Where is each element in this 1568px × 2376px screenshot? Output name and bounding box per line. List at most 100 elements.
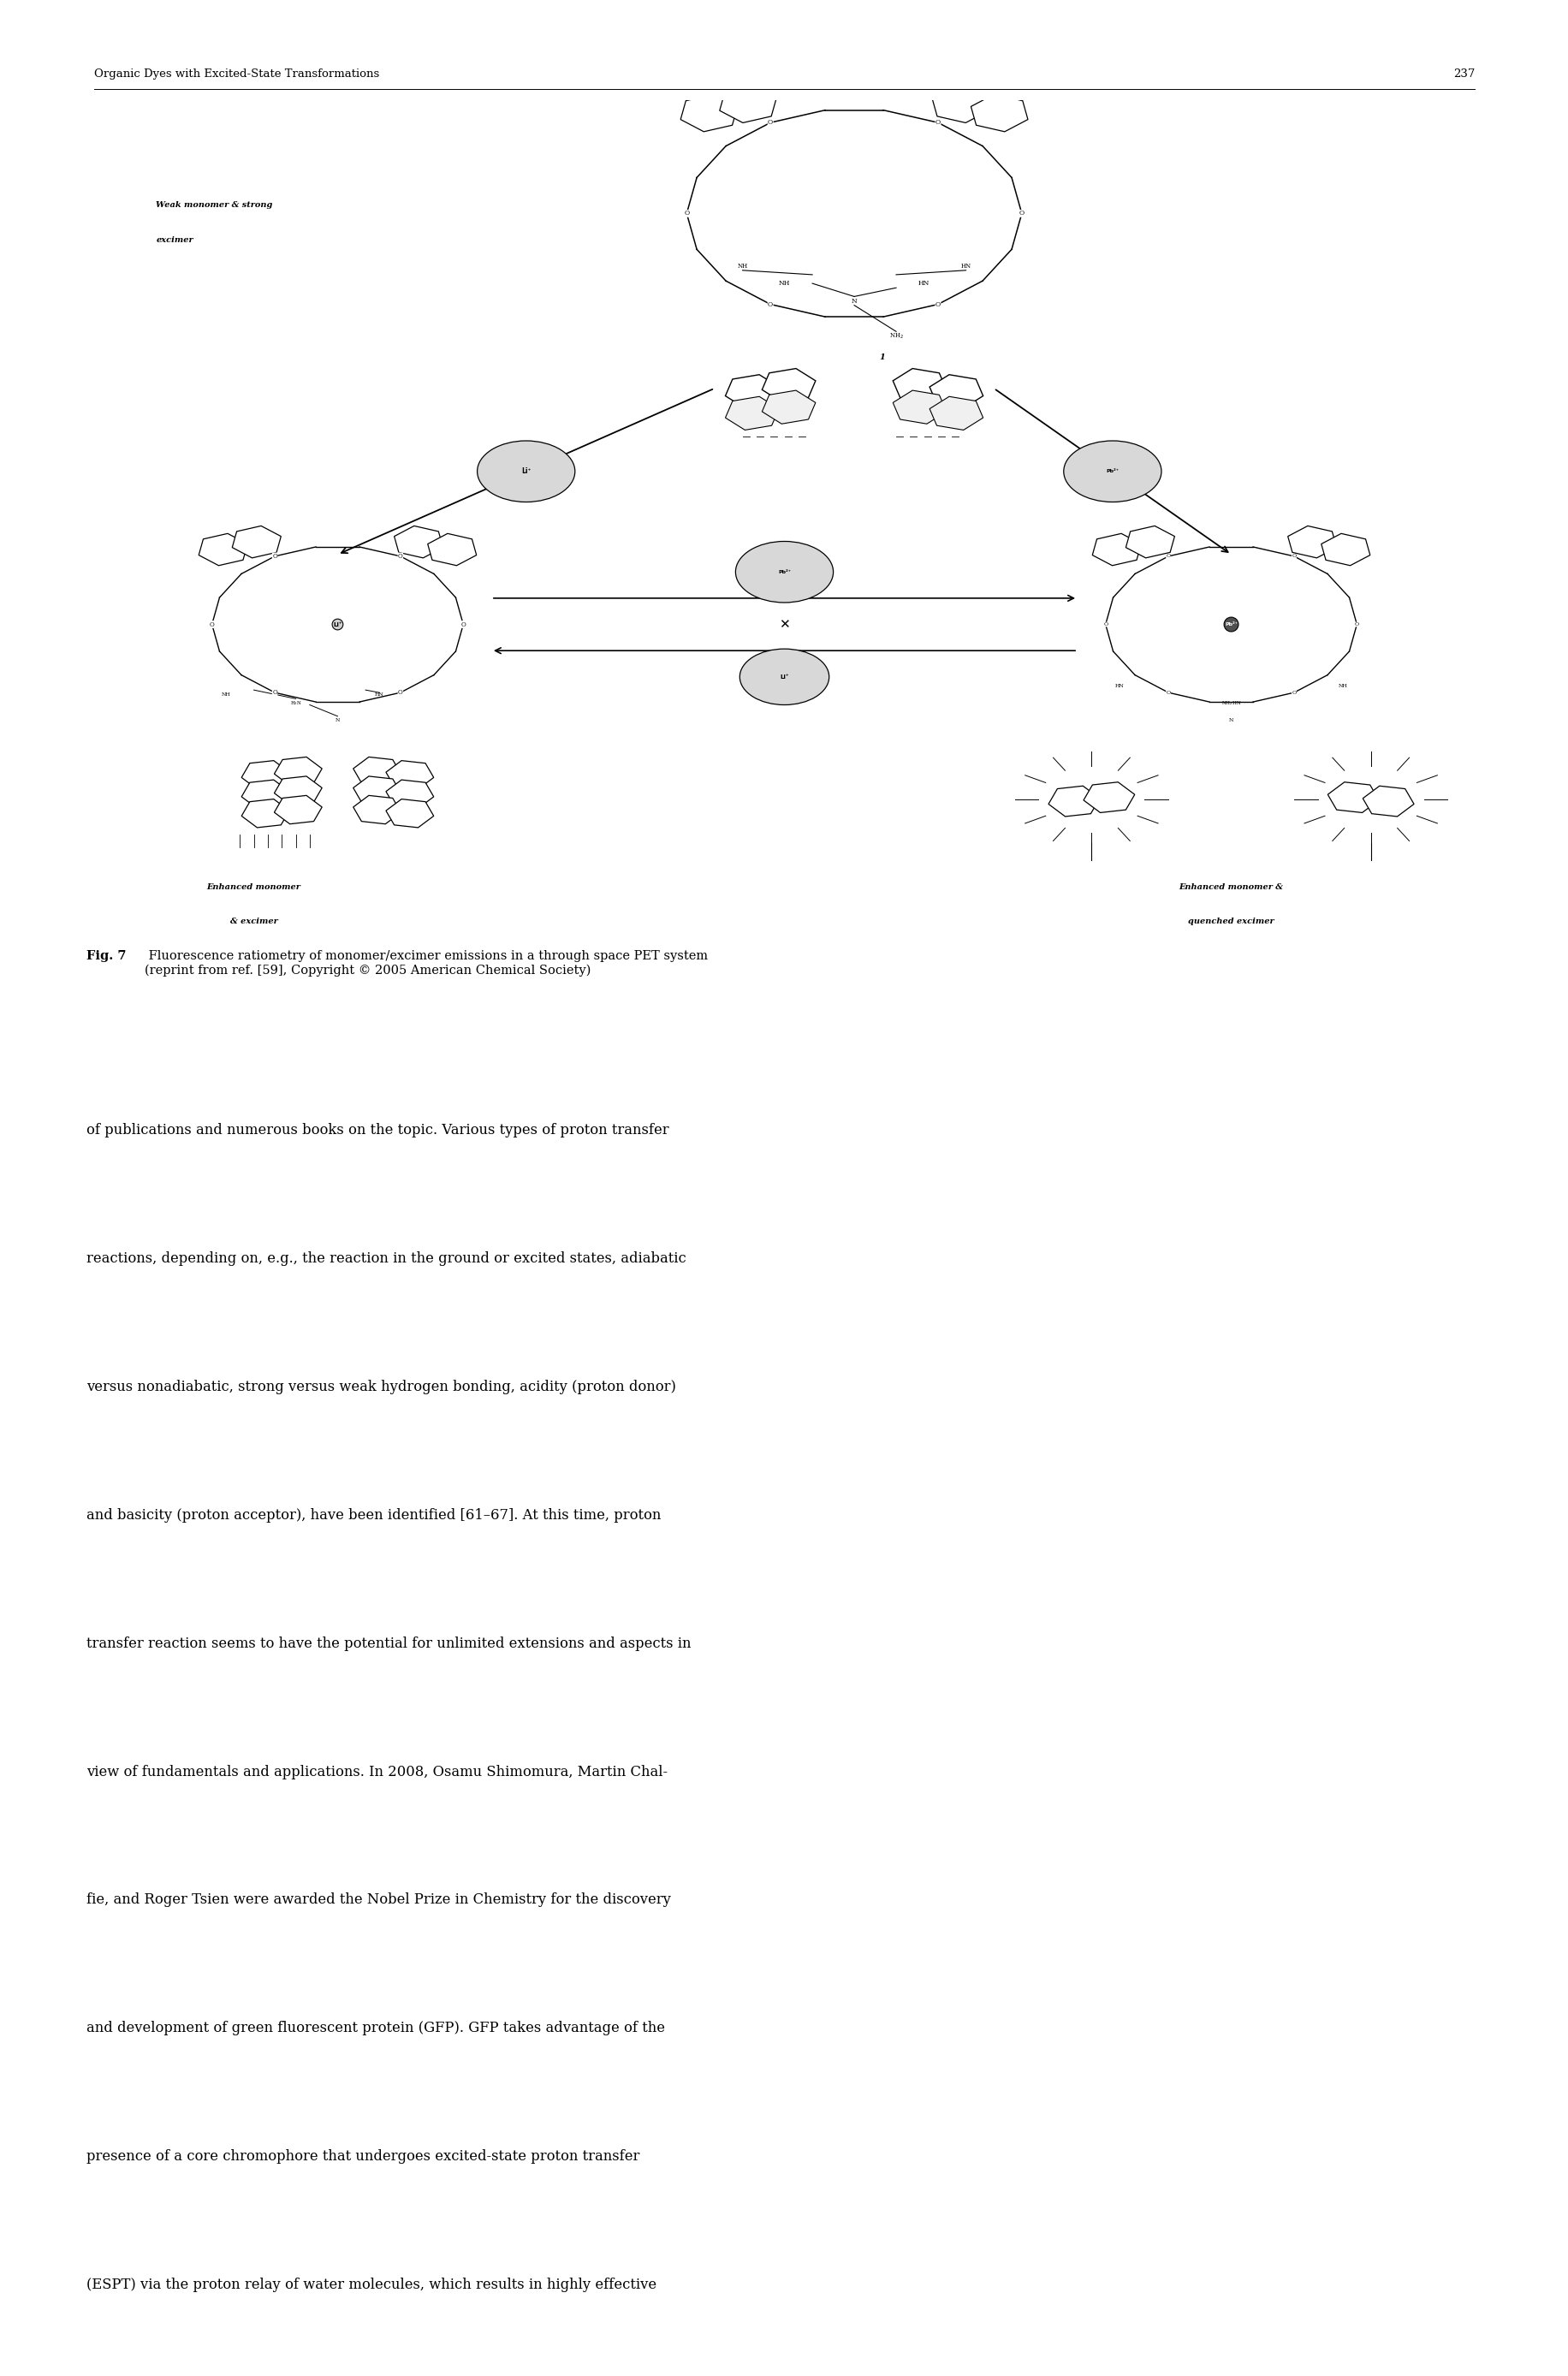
- Text: O: O: [767, 302, 773, 309]
- Text: NH: NH: [778, 280, 790, 287]
- Text: Li⁺: Li⁺: [779, 675, 789, 680]
- Polygon shape: [681, 95, 737, 131]
- Polygon shape: [1047, 786, 1099, 817]
- Polygon shape: [1320, 535, 1369, 565]
- Text: & excimer: & excimer: [230, 917, 278, 927]
- Text: O: O: [273, 554, 278, 561]
- Text: Li⁺: Li⁺: [332, 623, 342, 627]
- Text: H$_2$N: H$_2$N: [290, 699, 301, 708]
- Text: O: O: [1102, 623, 1107, 627]
- Text: view of fundamentals and applications. In 2008, Osamu Shimomura, Martin Chal-: view of fundamentals and applications. I…: [86, 1765, 666, 1780]
- Polygon shape: [274, 758, 321, 786]
- Text: O: O: [461, 620, 466, 627]
- Polygon shape: [724, 375, 778, 409]
- Text: Weak monomer & strong: Weak monomer & strong: [155, 202, 273, 209]
- Polygon shape: [232, 525, 281, 558]
- Text: NH: NH: [221, 691, 230, 696]
- Text: O: O: [1019, 209, 1024, 216]
- Text: NH: NH: [737, 261, 748, 268]
- Circle shape: [735, 542, 833, 604]
- Text: NH$_2$: NH$_2$: [889, 333, 903, 340]
- Text: O: O: [1290, 554, 1295, 558]
- Polygon shape: [353, 777, 401, 805]
- Text: presence of a core chromophore that undergoes excited-state proton transfer: presence of a core chromophore that unde…: [86, 2150, 640, 2165]
- Text: O: O: [935, 302, 941, 309]
- Polygon shape: [241, 798, 289, 827]
- Text: Fig. 7: Fig. 7: [86, 950, 125, 962]
- Polygon shape: [931, 86, 988, 124]
- Text: N: N: [336, 718, 340, 722]
- Polygon shape: [762, 368, 815, 402]
- Polygon shape: [241, 779, 289, 808]
- Polygon shape: [930, 375, 983, 409]
- Text: O: O: [1355, 623, 1358, 627]
- Text: and basicity (proton acceptor), have been identified [61–67]. At this time, prot: and basicity (proton acceptor), have bee…: [86, 1509, 660, 1523]
- Text: Li⁺: Li⁺: [521, 468, 530, 475]
- Text: HN: HN: [917, 280, 930, 287]
- Text: Pb²⁺: Pb²⁺: [1225, 623, 1237, 627]
- Text: O: O: [684, 209, 688, 216]
- Text: O: O: [273, 689, 278, 696]
- Text: Enhanced monomer: Enhanced monomer: [207, 884, 301, 891]
- Text: N: N: [1228, 718, 1232, 722]
- Text: O: O: [1165, 691, 1170, 694]
- Polygon shape: [892, 368, 946, 402]
- Polygon shape: [724, 397, 778, 430]
- Polygon shape: [1091, 535, 1140, 565]
- Text: O: O: [398, 554, 403, 561]
- Polygon shape: [930, 397, 983, 430]
- Text: HN: HN: [960, 261, 971, 268]
- Text: Pb²⁺: Pb²⁺: [1105, 468, 1118, 473]
- Text: HN: HN: [1115, 684, 1124, 687]
- Text: HN: HN: [375, 691, 384, 696]
- Polygon shape: [353, 758, 401, 786]
- Text: 237: 237: [1452, 69, 1474, 81]
- Polygon shape: [394, 525, 442, 558]
- Text: O: O: [398, 689, 403, 696]
- Polygon shape: [1287, 525, 1336, 558]
- Text: Organic Dyes with Excited-State Transformations: Organic Dyes with Excited-State Transfor…: [94, 69, 379, 81]
- Text: of publications and numerous books on the topic. Various types of proton transfe: of publications and numerous books on th…: [86, 1124, 668, 1138]
- Polygon shape: [1327, 782, 1378, 813]
- Polygon shape: [386, 779, 433, 808]
- Text: quenched excimer: quenched excimer: [1187, 917, 1273, 927]
- Circle shape: [477, 442, 575, 501]
- Text: versus nonadiabatic, strong versus weak hydrogen bonding, acidity (proton donor): versus nonadiabatic, strong versus weak …: [86, 1380, 676, 1395]
- Polygon shape: [971, 95, 1027, 131]
- Text: O: O: [767, 119, 773, 126]
- Text: NH$_2$HN: NH$_2$HN: [1220, 699, 1240, 708]
- Polygon shape: [386, 798, 433, 827]
- Polygon shape: [1083, 782, 1134, 813]
- Polygon shape: [892, 390, 946, 423]
- Polygon shape: [241, 760, 289, 789]
- Polygon shape: [386, 760, 433, 789]
- Text: 1: 1: [878, 354, 884, 361]
- Polygon shape: [1363, 786, 1413, 817]
- Text: excimer: excimer: [155, 235, 193, 245]
- Text: O: O: [210, 620, 215, 627]
- Text: transfer reaction seems to have the potential for unlimited extensions and aspec: transfer reaction seems to have the pote…: [86, 1637, 690, 1651]
- Text: reactions, depending on, e.g., the reaction in the ground or excited states, adi: reactions, depending on, e.g., the react…: [86, 1252, 685, 1266]
- Text: ✕: ✕: [779, 618, 789, 632]
- Text: NH: NH: [1338, 684, 1347, 687]
- Text: fie, and Roger Tsien were awarded the Nobel Prize in Chemistry for the discovery: fie, and Roger Tsien were awarded the No…: [86, 1894, 671, 1908]
- Circle shape: [740, 649, 828, 706]
- Text: O: O: [1290, 691, 1295, 694]
- Polygon shape: [720, 86, 776, 124]
- Text: O: O: [1165, 554, 1170, 558]
- Text: O: O: [935, 119, 941, 126]
- Polygon shape: [274, 796, 321, 824]
- Text: N: N: [851, 297, 856, 304]
- Text: Fluorescence ratiometry of monomer/excimer emissions in a through space PET syst: Fluorescence ratiometry of monomer/excim…: [144, 950, 707, 977]
- Polygon shape: [274, 777, 321, 805]
- Polygon shape: [428, 535, 477, 565]
- Text: Enhanced monomer &: Enhanced monomer &: [1179, 884, 1283, 891]
- Polygon shape: [353, 796, 401, 824]
- Circle shape: [1063, 442, 1160, 501]
- Polygon shape: [199, 535, 248, 565]
- Polygon shape: [1126, 525, 1174, 558]
- Text: Pb²⁺: Pb²⁺: [778, 570, 790, 575]
- Text: (ESPT) via the proton relay of water molecules, which results in highly effectiv: (ESPT) via the proton relay of water mol…: [86, 2279, 655, 2293]
- Polygon shape: [762, 390, 815, 423]
- Text: and development of green fluorescent protein (GFP). GFP takes advantage of the: and development of green fluorescent pro…: [86, 2022, 665, 2036]
